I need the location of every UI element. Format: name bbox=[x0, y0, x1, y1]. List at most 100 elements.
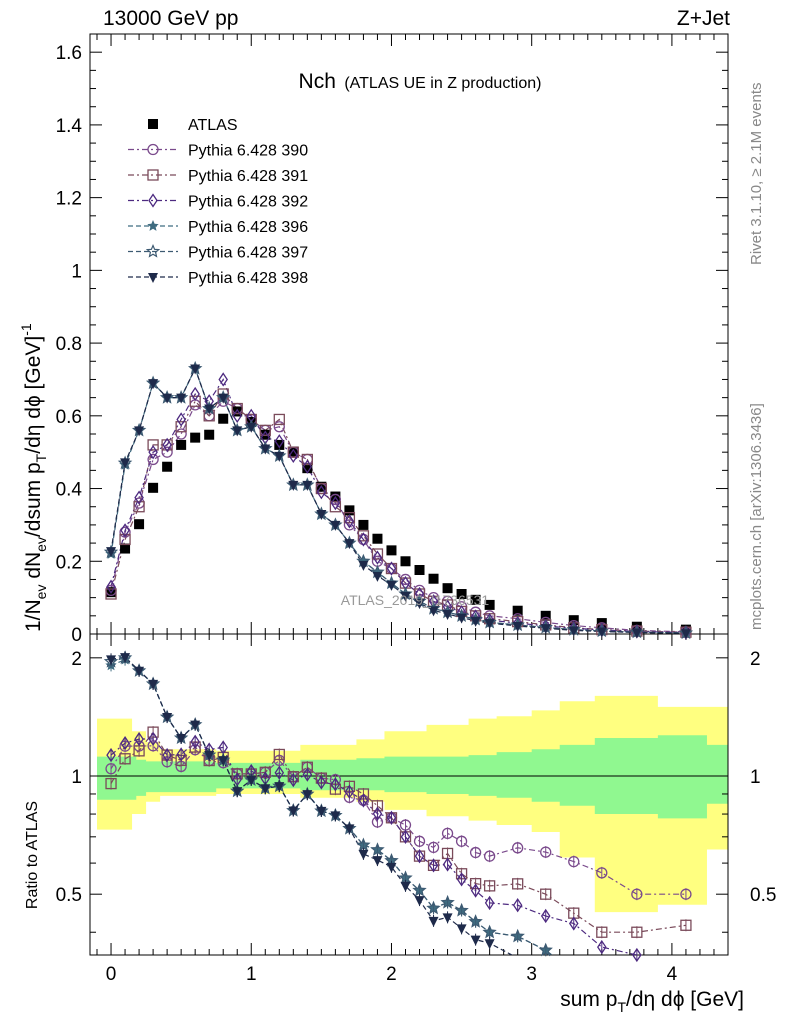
series-6-ratio-line bbox=[110, 656, 514, 955]
series-2-point bbox=[301, 453, 313, 466]
series-3-point bbox=[330, 495, 341, 511]
series-1-ratio-point bbox=[540, 846, 552, 858]
series-1-ratio-point bbox=[596, 867, 608, 879]
x-tick-label: 1 bbox=[246, 964, 257, 985]
series-2-point bbox=[231, 402, 243, 415]
legend-marker bbox=[148, 193, 158, 208]
series-2-ratio-point bbox=[512, 878, 524, 890]
plot-title-sub: (ATLAS UE in Z production) bbox=[344, 75, 541, 92]
series-0-point bbox=[344, 505, 355, 516]
ratio-tick-label-right: 0.5 bbox=[750, 885, 776, 906]
series-1-ratio-point bbox=[680, 888, 692, 900]
y-tick-label: 0.4 bbox=[56, 480, 83, 501]
series-1-line bbox=[110, 400, 686, 633]
series-0-point bbox=[512, 605, 523, 616]
series-6-ratio-point bbox=[176, 733, 187, 744]
legend-entry-label: Pythia 6.428 390 bbox=[188, 143, 308, 160]
series-3-ratio-point bbox=[512, 898, 523, 913]
ratio-tick-label: 0.5 bbox=[56, 885, 82, 906]
series-3-ratio-point bbox=[484, 895, 495, 911]
ratio-tick-label: 1 bbox=[71, 767, 82, 788]
series-6-point bbox=[512, 622, 523, 632]
x-tick-label: 3 bbox=[526, 964, 537, 985]
uncertainty-bands bbox=[97, 695, 728, 913]
series-2-point bbox=[273, 413, 285, 426]
series-0-point bbox=[162, 461, 173, 472]
series-2-ratio-point bbox=[680, 919, 692, 931]
series-6-point bbox=[218, 393, 229, 404]
series-2-ratio-line bbox=[110, 731, 686, 933]
y-tick-label: 0.2 bbox=[56, 552, 82, 573]
legend: ATLAS Pythia 6.428 390 Pythia 6.428 391 Pyt… bbox=[128, 117, 308, 287]
series-2-point bbox=[259, 424, 271, 437]
legend-marker bbox=[147, 169, 159, 181]
y-tick-label: 0 bbox=[71, 625, 82, 646]
series-6-point bbox=[596, 627, 607, 638]
series-3-ratio-point bbox=[568, 916, 579, 931]
series-6-point bbox=[232, 426, 243, 437]
series-6-point bbox=[106, 547, 117, 558]
series-3-ratio-point bbox=[372, 806, 383, 821]
series-3-ratio-point bbox=[106, 747, 116, 763]
series-6-point bbox=[246, 422, 257, 433]
axes-layer: 0 1 2 3 4 0 0.2 0.4 0.6 0.8 1 1.2 1.4 1.6 0.5 0.5 1 1 2 2 bbox=[56, 33, 776, 985]
series-6-point bbox=[120, 458, 131, 469]
series-6-point bbox=[316, 510, 327, 520]
series-lines bbox=[110, 366, 686, 955]
legend-entry-label: ATLAS bbox=[188, 117, 238, 134]
series-3-point bbox=[344, 514, 355, 529]
series-6-ratio-point bbox=[120, 653, 131, 664]
energy-label: 13000 GeV pp bbox=[103, 7, 238, 30]
series-2-point bbox=[147, 439, 159, 451]
series-0-point bbox=[204, 429, 215, 440]
series-6-ratio-point bbox=[190, 720, 201, 731]
series-6-point bbox=[330, 520, 341, 531]
series-3-point bbox=[372, 550, 383, 565]
series-6-ratio-point bbox=[414, 896, 425, 907]
series-2-point bbox=[357, 530, 370, 542]
analysis-watermark: ATLAS_2019_I1736531 bbox=[341, 592, 490, 608]
series-6-ratio-point bbox=[218, 756, 229, 767]
mcplots-label: mcplots.cern.ch [arXiv:1306.3436] bbox=[748, 403, 765, 630]
legend-marker bbox=[145, 243, 161, 258]
series-6-point bbox=[680, 629, 691, 640]
series-6-point bbox=[134, 426, 145, 437]
series-3-point bbox=[148, 445, 158, 460]
series-2-ratio-point bbox=[540, 888, 552, 900]
series-5-ratio-point bbox=[440, 894, 455, 909]
ratio-axis-label: Ratio to ATLAS bbox=[24, 801, 41, 909]
series-6-ratio-point bbox=[470, 935, 481, 946]
series-3-ratio-point bbox=[597, 939, 607, 955]
legend-marker bbox=[148, 273, 158, 283]
series-6-ratio-point bbox=[442, 913, 453, 924]
series-5-ratio-point bbox=[468, 914, 483, 928]
y-tick-label: 1.4 bbox=[56, 116, 83, 137]
series-6-point bbox=[631, 628, 642, 639]
series-2-point bbox=[189, 395, 201, 407]
series-2-point bbox=[371, 548, 384, 560]
series-0-point bbox=[148, 482, 159, 493]
rivet-label: Rivet 3.1.10, ≥ 2.1M events bbox=[748, 83, 765, 266]
series-6-point bbox=[470, 616, 481, 627]
series-6-point bbox=[162, 393, 173, 404]
series-0-point bbox=[456, 589, 467, 599]
series-6-ratio-point bbox=[148, 679, 159, 690]
series-6-point bbox=[358, 560, 369, 571]
series-1-point bbox=[343, 519, 356, 531]
series-6-ratio-point bbox=[288, 806, 299, 817]
series-2-point bbox=[105, 588, 117, 600]
series-3-point bbox=[120, 523, 130, 538]
series-2-ratio-point bbox=[631, 926, 643, 938]
series-5-ratio-point bbox=[370, 842, 385, 856]
series-1-ratio-point bbox=[469, 846, 482, 859]
x-tick-label: 2 bbox=[386, 964, 397, 985]
series-3-point bbox=[190, 386, 200, 402]
plot-title-main: Nch bbox=[299, 70, 336, 93]
plot-title: Nch (ATLAS UE in Z production) bbox=[299, 70, 542, 93]
series-1-ratio-point bbox=[455, 835, 468, 847]
legend-entry-label: Pythia 6.428 397 bbox=[188, 245, 308, 262]
inner-uncertainty-band bbox=[97, 735, 728, 819]
series-3-point bbox=[162, 437, 172, 453]
series-6-point bbox=[190, 364, 201, 375]
